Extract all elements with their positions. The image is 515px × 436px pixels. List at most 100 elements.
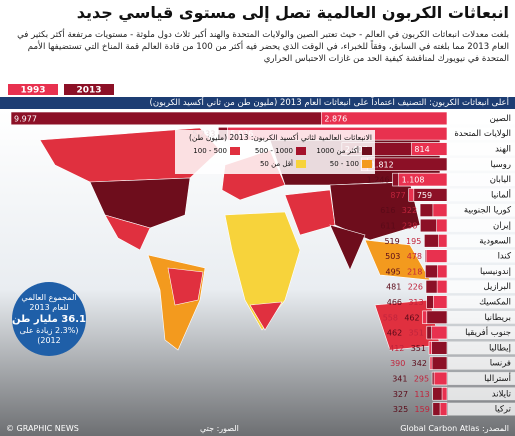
value-label: 159 (415, 405, 430, 414)
value-label: 611 (380, 222, 395, 231)
map-brazil (167, 267, 204, 306)
value-label: 1.108 (402, 176, 425, 185)
value-label: 351 (411, 344, 426, 353)
category-label: الهند (495, 145, 511, 155)
value-label: 238 (402, 222, 417, 231)
value-label: 327 (393, 390, 408, 399)
chart-header: أعلى انبعاثات الكربون: التصنيف اعتماداً … (0, 97, 515, 109)
plot-area: 1993 2013 الصين 2.876 9.977 الولايات المتحدة 5… (8, 84, 515, 416)
value-label: 322 (402, 206, 417, 215)
map-india (329, 224, 366, 271)
category-label: كوريا الجنوبية (464, 206, 512, 216)
value-label: 351 (409, 329, 424, 338)
bar (433, 371, 448, 386)
map-legend-swatch (296, 147, 306, 155)
map-legend: الانبعاثات العالمية لثاني أكسيد الكربون:… (175, 130, 375, 174)
row-band (448, 142, 515, 156)
row-band (448, 402, 515, 416)
category-label: السعودية (479, 236, 511, 246)
value-label: 466 (387, 298, 402, 307)
value-label: 341 (392, 375, 407, 384)
value-label: 313 (408, 298, 423, 307)
category-label: جنوب أفريقيا (465, 326, 511, 338)
legend-label: 1993 (20, 86, 45, 96)
legend-swatch (64, 84, 114, 95)
map-legend-label: 100 - 500 (193, 147, 227, 155)
bar (411, 142, 448, 156)
category-label: كندا (498, 252, 512, 262)
map-legend-box (175, 130, 375, 174)
row-band (448, 203, 515, 217)
row-band (448, 265, 515, 278)
bar (431, 341, 448, 355)
category-label: تايلاند (492, 389, 512, 399)
value-label: 503 (385, 252, 400, 261)
category-label: البرازيل (484, 282, 511, 292)
category-label: المكسيك (479, 298, 511, 308)
row-band (448, 310, 515, 324)
bar (438, 234, 448, 248)
value-label: 462 (387, 329, 402, 338)
row-band (448, 173, 515, 186)
value-label: 2.876 (324, 114, 347, 123)
legend-label: 2013 (76, 86, 101, 96)
category-label: اليابان (490, 175, 511, 185)
category-label: إندونيسيا (480, 267, 511, 277)
map-legend-swatch (362, 160, 372, 168)
row-band (448, 387, 515, 401)
value-label: 226 (408, 283, 423, 292)
map-legend-swatch (230, 147, 240, 155)
value-label: 814 (414, 145, 429, 154)
bar (398, 172, 448, 187)
row-band (448, 157, 515, 171)
bar (431, 356, 448, 370)
value-label: 759 (417, 191, 432, 200)
category-label: أستراليا (484, 372, 511, 384)
bar (439, 402, 448, 416)
map-legend-swatch (362, 147, 372, 155)
value-label: 342 (412, 359, 427, 368)
value-label: 495 (385, 267, 400, 276)
value-label: 295 (414, 375, 429, 384)
bar (436, 279, 448, 294)
map-mexico (104, 214, 151, 251)
value-label: 325 (393, 405, 408, 414)
chart-title: انبعاثات الكربون العالمية تصل إلى مستوى … (76, 3, 509, 22)
callout-line: المجموع العالمي للعام 2013 (21, 292, 77, 312)
bar (426, 310, 448, 324)
map-usa (89, 177, 191, 229)
value-label: 462 (404, 313, 419, 322)
row-band (448, 234, 515, 248)
value-label: 9.977 (14, 114, 37, 123)
map-legend-title: الانبعاثات العالمية لثاني أكسيد الكربون:… (189, 132, 372, 142)
bar (436, 218, 448, 233)
row-band (448, 249, 515, 263)
callout-total: 36.1 مليار طن (12, 313, 86, 325)
value-label: 478 (407, 252, 422, 261)
value-label: 519 (384, 237, 399, 246)
value-label: 218 (407, 267, 422, 276)
row-band (448, 280, 515, 294)
row-band (448, 219, 515, 232)
map-legend-swatch (296, 160, 306, 168)
row-band (448, 188, 515, 202)
bar (437, 264, 448, 279)
legend-swatch (8, 84, 58, 95)
row-band (448, 341, 515, 355)
bar (432, 203, 448, 217)
bar (413, 188, 448, 202)
row-band (448, 356, 515, 370)
row-band (448, 372, 515, 385)
category-label: بريطانيا (484, 313, 511, 323)
map-legend-label: 50 - 100 (330, 160, 359, 168)
category-label: إيران (493, 221, 511, 231)
value-label: 1.246 (367, 176, 390, 185)
value-label: 877 (390, 191, 405, 200)
value-label: 1.812 (371, 160, 394, 169)
bar (433, 295, 448, 309)
row-band (448, 326, 515, 339)
category-label: إيطاليا (489, 343, 511, 353)
value-label: 412 (389, 344, 404, 353)
value-label: 390 (390, 359, 405, 368)
